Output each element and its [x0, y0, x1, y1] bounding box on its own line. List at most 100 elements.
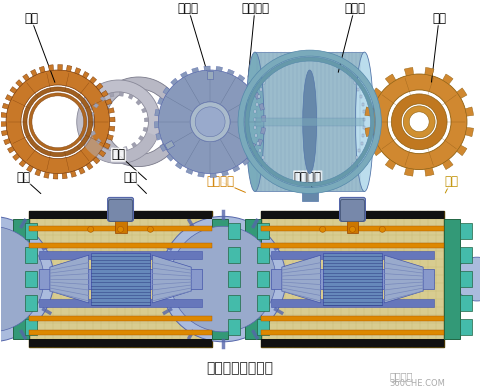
Bar	[254, 134, 256, 137]
Polygon shape	[364, 107, 372, 116]
Polygon shape	[163, 87, 169, 94]
Polygon shape	[66, 65, 72, 72]
Bar	[351, 163, 353, 166]
Polygon shape	[242, 158, 249, 165]
Polygon shape	[93, 103, 98, 108]
Circle shape	[349, 226, 355, 232]
Wedge shape	[244, 57, 373, 186]
Polygon shape	[216, 67, 222, 71]
Polygon shape	[53, 173, 58, 179]
Circle shape	[195, 107, 225, 137]
Bar	[25, 319, 37, 335]
Polygon shape	[103, 143, 110, 149]
Circle shape	[160, 216, 285, 342]
Bar	[256, 319, 268, 335]
Polygon shape	[74, 68, 81, 74]
Bar	[228, 247, 240, 263]
Polygon shape	[109, 92, 114, 97]
Bar	[260, 339, 443, 347]
Polygon shape	[128, 94, 133, 99]
Polygon shape	[31, 69, 37, 76]
Bar	[459, 319, 471, 335]
Text: 接合套: 接合套	[343, 2, 364, 15]
Polygon shape	[456, 88, 466, 98]
Polygon shape	[260, 128, 265, 134]
Wedge shape	[238, 50, 381, 193]
Bar	[270, 299, 433, 307]
Bar	[299, 52, 300, 54]
Bar	[254, 110, 256, 113]
Bar	[271, 69, 273, 72]
FancyBboxPatch shape	[339, 198, 365, 221]
Polygon shape	[119, 92, 123, 96]
Bar	[228, 295, 240, 311]
Polygon shape	[123, 146, 128, 151]
Polygon shape	[16, 80, 23, 87]
Circle shape	[319, 226, 325, 232]
Wedge shape	[6, 70, 109, 173]
Polygon shape	[186, 168, 192, 174]
Polygon shape	[88, 122, 93, 126]
Bar	[39, 269, 202, 289]
Bar	[274, 174, 276, 177]
Polygon shape	[138, 135, 144, 141]
Bar	[263, 81, 265, 84]
Polygon shape	[141, 108, 146, 113]
Wedge shape	[371, 74, 466, 170]
Bar	[258, 149, 260, 152]
Bar	[347, 169, 349, 172]
Bar	[290, 186, 292, 189]
Circle shape	[190, 102, 229, 142]
Polygon shape	[154, 122, 158, 128]
Bar	[345, 69, 347, 72]
Polygon shape	[143, 127, 147, 132]
Bar	[443, 219, 459, 339]
Polygon shape	[384, 74, 395, 84]
Circle shape	[117, 226, 123, 232]
Bar	[361, 134, 363, 137]
Polygon shape	[424, 168, 433, 176]
Text: 定位滑块: 定位滑块	[293, 171, 321, 184]
Polygon shape	[258, 103, 264, 110]
Bar	[284, 183, 286, 186]
Circle shape	[0, 216, 54, 342]
Bar	[257, 95, 259, 98]
Polygon shape	[90, 131, 96, 136]
Wedge shape	[402, 106, 434, 138]
Polygon shape	[221, 171, 228, 176]
Polygon shape	[371, 145, 381, 156]
Wedge shape	[23, 87, 93, 157]
Bar	[260, 88, 262, 91]
Polygon shape	[44, 172, 49, 178]
Bar	[13, 219, 29, 339]
Polygon shape	[170, 78, 178, 85]
Bar	[287, 56, 289, 59]
Polygon shape	[197, 172, 204, 177]
Bar	[302, 189, 304, 193]
Bar	[314, 189, 316, 193]
Circle shape	[170, 226, 275, 332]
Polygon shape	[227, 69, 234, 75]
Bar	[228, 319, 240, 335]
FancyBboxPatch shape	[340, 200, 364, 221]
Polygon shape	[107, 135, 113, 140]
Circle shape	[379, 226, 384, 232]
Bar	[358, 149, 360, 152]
Polygon shape	[23, 74, 29, 81]
Bar	[261, 156, 263, 159]
Bar	[260, 211, 443, 347]
Polygon shape	[5, 95, 12, 101]
Ellipse shape	[302, 70, 316, 173]
Wedge shape	[391, 94, 446, 150]
Bar	[278, 179, 280, 182]
Polygon shape	[19, 160, 26, 167]
Polygon shape	[71, 171, 76, 177]
Bar	[25, 247, 37, 263]
Bar	[25, 223, 37, 239]
Wedge shape	[158, 70, 261, 173]
Bar	[228, 271, 240, 287]
Bar	[29, 316, 212, 321]
Text: 卡车之家: 卡车之家	[388, 371, 412, 382]
Bar	[335, 60, 337, 63]
Bar	[260, 211, 443, 219]
